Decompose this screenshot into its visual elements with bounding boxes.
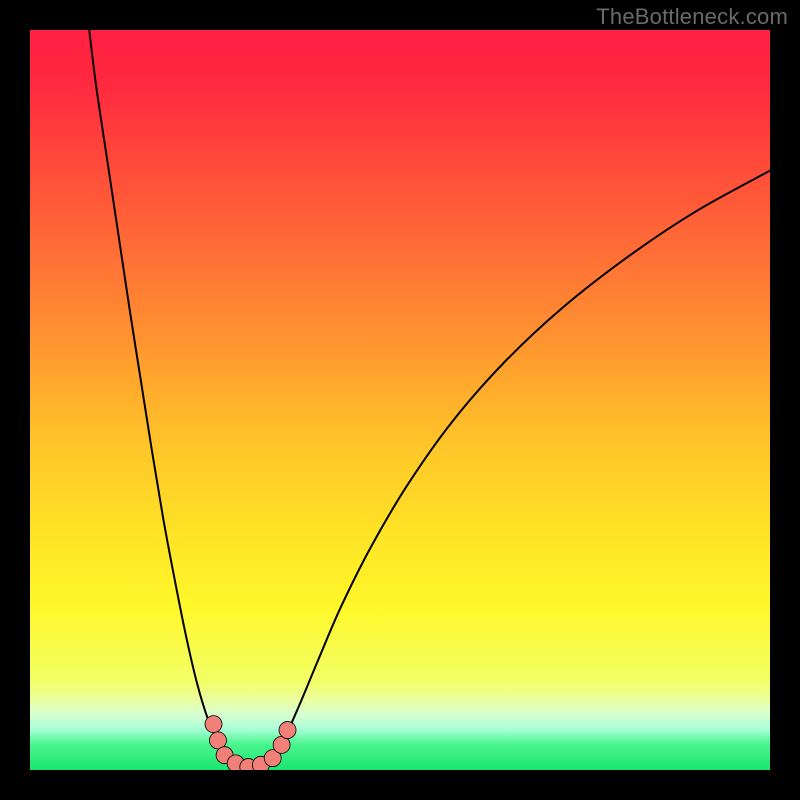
gradient-background xyxy=(30,30,770,770)
chart-container: TheBottleneck.com xyxy=(0,0,800,800)
data-marker xyxy=(205,716,222,733)
plot-area xyxy=(30,30,770,770)
watermark-text: TheBottleneck.com xyxy=(596,4,788,30)
data-marker xyxy=(279,722,296,739)
plot-svg xyxy=(30,30,770,770)
